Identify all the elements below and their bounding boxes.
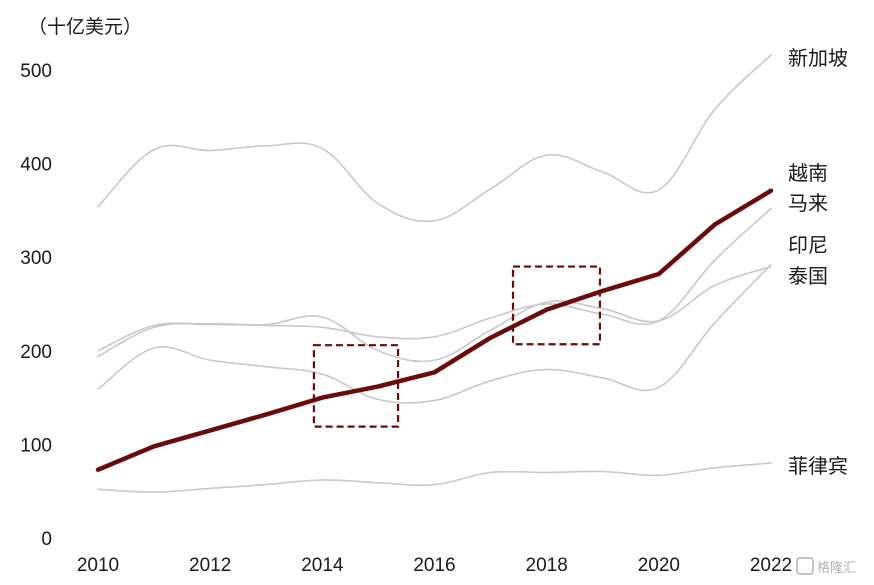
- series-lines: [95, 54, 774, 493]
- x-axis-ticks: 2010 2012 2014 2016 2018 2020 2022: [77, 555, 792, 576]
- series-label: 越南: [788, 161, 828, 185]
- watermark-icon: [796, 557, 814, 575]
- y-unit-label: （十亿美元）: [28, 16, 142, 38]
- y-tick-label: 300: [20, 248, 52, 269]
- series-line-0: [97, 54, 772, 223]
- series-line-5: [97, 462, 772, 493]
- series-label: 菲律宾: [788, 454, 848, 478]
- x-tick-label: 2018: [526, 555, 568, 576]
- y-tick-label: 200: [20, 342, 52, 363]
- y-tick-label: 500: [20, 61, 52, 82]
- x-tick-label: 2010: [77, 555, 119, 576]
- x-tick-label: 2014: [301, 555, 344, 576]
- watermark: 格隆汇: [796, 557, 856, 576]
- series-label: 新加坡: [788, 46, 848, 70]
- series-label: 泰国: [788, 264, 828, 288]
- y-tick-label: 0: [41, 529, 52, 550]
- x-tick-label: 2016: [413, 555, 455, 576]
- series-label: 马来: [788, 191, 828, 215]
- watermark-text: 格隆汇: [817, 560, 856, 576]
- y-tick-label: 400: [20, 155, 52, 176]
- series-label: 印尼: [788, 233, 828, 257]
- y-axis-ticks: 0 100 200 300 400 500: [20, 61, 52, 550]
- dashed-highlight-box: [511, 265, 602, 346]
- x-tick-label: 2020: [638, 555, 680, 576]
- series-line-3: [97, 265, 772, 363]
- dashed-highlight-box: [312, 344, 400, 428]
- y-tick-label: 100: [20, 435, 52, 456]
- x-tick-label: 2022: [750, 555, 792, 576]
- series-line-4: [97, 263, 772, 404]
- series-line-1: [95, 188, 774, 472]
- series-line-2: [97, 207, 772, 352]
- x-tick-label: 2012: [189, 555, 231, 576]
- annotation-boxes: [312, 265, 602, 428]
